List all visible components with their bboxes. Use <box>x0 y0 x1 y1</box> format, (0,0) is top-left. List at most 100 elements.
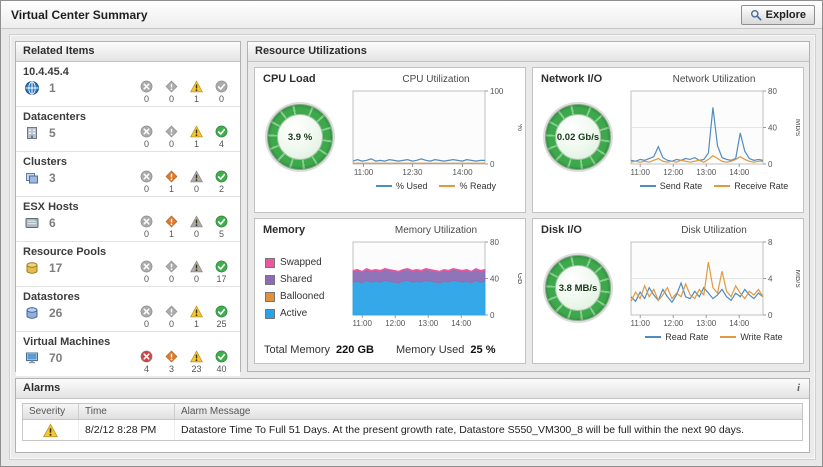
normal-count: 40 <box>216 364 227 374</box>
alarm-time: 8/2/12 8:28 PM <box>79 420 175 440</box>
legend-item: Swapped <box>265 257 324 268</box>
vcenter-icon <box>25 81 39 95</box>
related-item-total: 26 <box>49 306 63 320</box>
critical-icon <box>165 170 178 183</box>
alarm-row[interactable]: 8/2/12 8:28 PM Datastore Time To Full 51 … <box>23 420 802 440</box>
titlebar: Virtual Center Summary Explore <box>1 1 822 29</box>
critical-count: 1 <box>168 229 174 239</box>
cpu-load-card: CPU Load 3.9 % CPU Utilization 0 100 11:00… <box>254 67 526 213</box>
related-item-body: 1 0 0 1 0 <box>22 80 234 104</box>
related-item-left: 70 <box>24 350 62 366</box>
critical-count: 0 <box>168 319 174 329</box>
datastore-icon <box>26 307 38 319</box>
fatal-count: 0 <box>143 184 149 194</box>
memory-chart-area: Memory Utilization 0 40 80 11:00 12:00 13:00 1… <box>350 225 522 329</box>
related-item-row[interactable]: 10.4.45.4 1 0 0 1 0 <box>16 62 240 107</box>
svg-text:40: 40 <box>768 124 777 133</box>
total-memory-label: Total Memory <box>264 344 331 356</box>
related-item-row[interactable]: Resource Pools 17 0 0 0 17 <box>16 242 240 287</box>
normal-icon <box>215 350 228 363</box>
related-item-stats: 0 0 1 25 <box>134 305 234 329</box>
svg-text:11:00: 11:00 <box>631 168 651 177</box>
normal-count: 25 <box>216 319 227 329</box>
fatal-icon <box>140 80 153 93</box>
cpu-gauge-value-text: 3.9 % <box>287 131 313 143</box>
svg-text:0: 0 <box>768 160 773 169</box>
svg-text:13:00: 13:00 <box>418 319 439 328</box>
related-item-body: 5 0 0 1 4 <box>22 125 234 149</box>
fatal-icon <box>140 305 153 318</box>
network-chart-area: Network Utilization 0 40 80 11:00 12:00 13:00… <box>628 74 800 191</box>
related-item-row[interactable]: Datastores 26 0 0 1 25 <box>16 287 240 332</box>
normal-icon <box>215 215 228 228</box>
related-items-rows: 10.4.45.4 1 0 0 1 0 Datacenters 5 0 0 1 4 Clusters 3 0… <box>16 62 240 376</box>
svg-text:0: 0 <box>490 311 495 320</box>
warning-icon <box>190 125 203 138</box>
disk-chart-area: Disk Utilization 0 4 8 11:00 12:00 13:00 14:00… <box>628 225 800 342</box>
critical-count: 0 <box>168 94 174 104</box>
legend-swatch <box>265 291 275 302</box>
related-item-stats: 0 1 0 5 <box>134 215 234 239</box>
related-item-label: Datastores <box>23 291 80 303</box>
legend-label: Ballooned <box>280 291 325 302</box>
normal-stat: 0 <box>209 80 234 104</box>
fatal-stat: 4 <box>134 350 159 374</box>
related-item-left: 5 <box>24 125 56 141</box>
related-item-stats: 0 0 0 17 <box>134 260 234 284</box>
related-item-row[interactable]: Datacenters 5 0 0 1 4 <box>16 107 240 152</box>
svg-text:14:00: 14:00 <box>729 168 750 177</box>
normal-stat: 2 <box>209 170 234 194</box>
disk-gauge-value: 3.8 MB/s <box>555 265 601 311</box>
related-item-row[interactable]: Virtual Machines 70 4 3 23 40 <box>16 332 240 376</box>
normal-icon <box>215 260 228 273</box>
warning-count: 1 <box>193 319 199 329</box>
svg-text:80: 80 <box>768 87 777 96</box>
alarms-col-message: Alarm Message <box>181 406 251 417</box>
related-item-stats: 0 1 0 2 <box>134 170 234 194</box>
critical-icon <box>165 80 178 93</box>
fatal-stat: 0 <box>134 80 159 104</box>
alarms-table: Severity Time Alarm Message 8/2/12 8:28 … <box>22 403 803 441</box>
total-memory-value: 220 GB <box>336 344 374 356</box>
vm-icon <box>26 352 38 364</box>
network-chart-title: Network Utilization <box>672 74 756 85</box>
memory-chart-plot: 0 40 80 11:00 12:00 13:00 14:00 GB <box>350 237 522 329</box>
related-item-label: Resource Pools <box>23 246 107 258</box>
legend-item: Send Rate <box>639 181 702 191</box>
related-item-total: 3 <box>49 171 56 185</box>
legend-item: % Ready <box>439 181 496 191</box>
related-item-left: 1 <box>24 80 56 96</box>
alarms-col-time: Time <box>79 404 175 419</box>
info-icon[interactable]: i <box>796 382 800 394</box>
related-item-row[interactable]: Clusters 3 0 1 0 2 <box>16 152 240 197</box>
alarm-severity-cell <box>23 420 79 440</box>
svg-text:14:00: 14:00 <box>451 319 472 328</box>
legend-label: Read Rate <box>665 332 709 342</box>
normal-stat: 40 <box>209 350 234 374</box>
legend-swatch <box>265 257 275 268</box>
critical-icon <box>165 260 178 273</box>
cpu-chart-title: CPU Utilization <box>402 74 470 85</box>
svg-text:14:00: 14:00 <box>729 319 750 328</box>
explore-button[interactable]: Explore <box>740 5 815 25</box>
warning-icon <box>190 305 203 318</box>
svg-text:12:00: 12:00 <box>663 168 684 177</box>
related-item-left: 26 <box>24 305 62 321</box>
critical-stat: 0 <box>159 305 184 329</box>
normal-count: 5 <box>218 229 224 239</box>
legend-item: Write Rate <box>720 332 783 342</box>
fatal-stat: 0 <box>134 170 159 194</box>
related-item-row[interactable]: ESX Hosts 6 0 1 0 5 <box>16 197 240 242</box>
svg-text:80: 80 <box>490 238 499 247</box>
normal-stat: 25 <box>209 305 234 329</box>
warning-icon <box>190 350 203 363</box>
explore-icon <box>750 10 762 21</box>
warning-icon <box>190 170 203 183</box>
related-item-label: Virtual Machines <box>23 336 111 348</box>
legend-line-swatch <box>645 336 662 338</box>
warning-stat: 0 <box>184 170 209 194</box>
warning-count: 0 <box>193 184 199 194</box>
fatal-count: 0 <box>143 319 149 329</box>
related-item-left: 6 <box>24 215 56 231</box>
warning-stat: 0 <box>184 215 209 239</box>
